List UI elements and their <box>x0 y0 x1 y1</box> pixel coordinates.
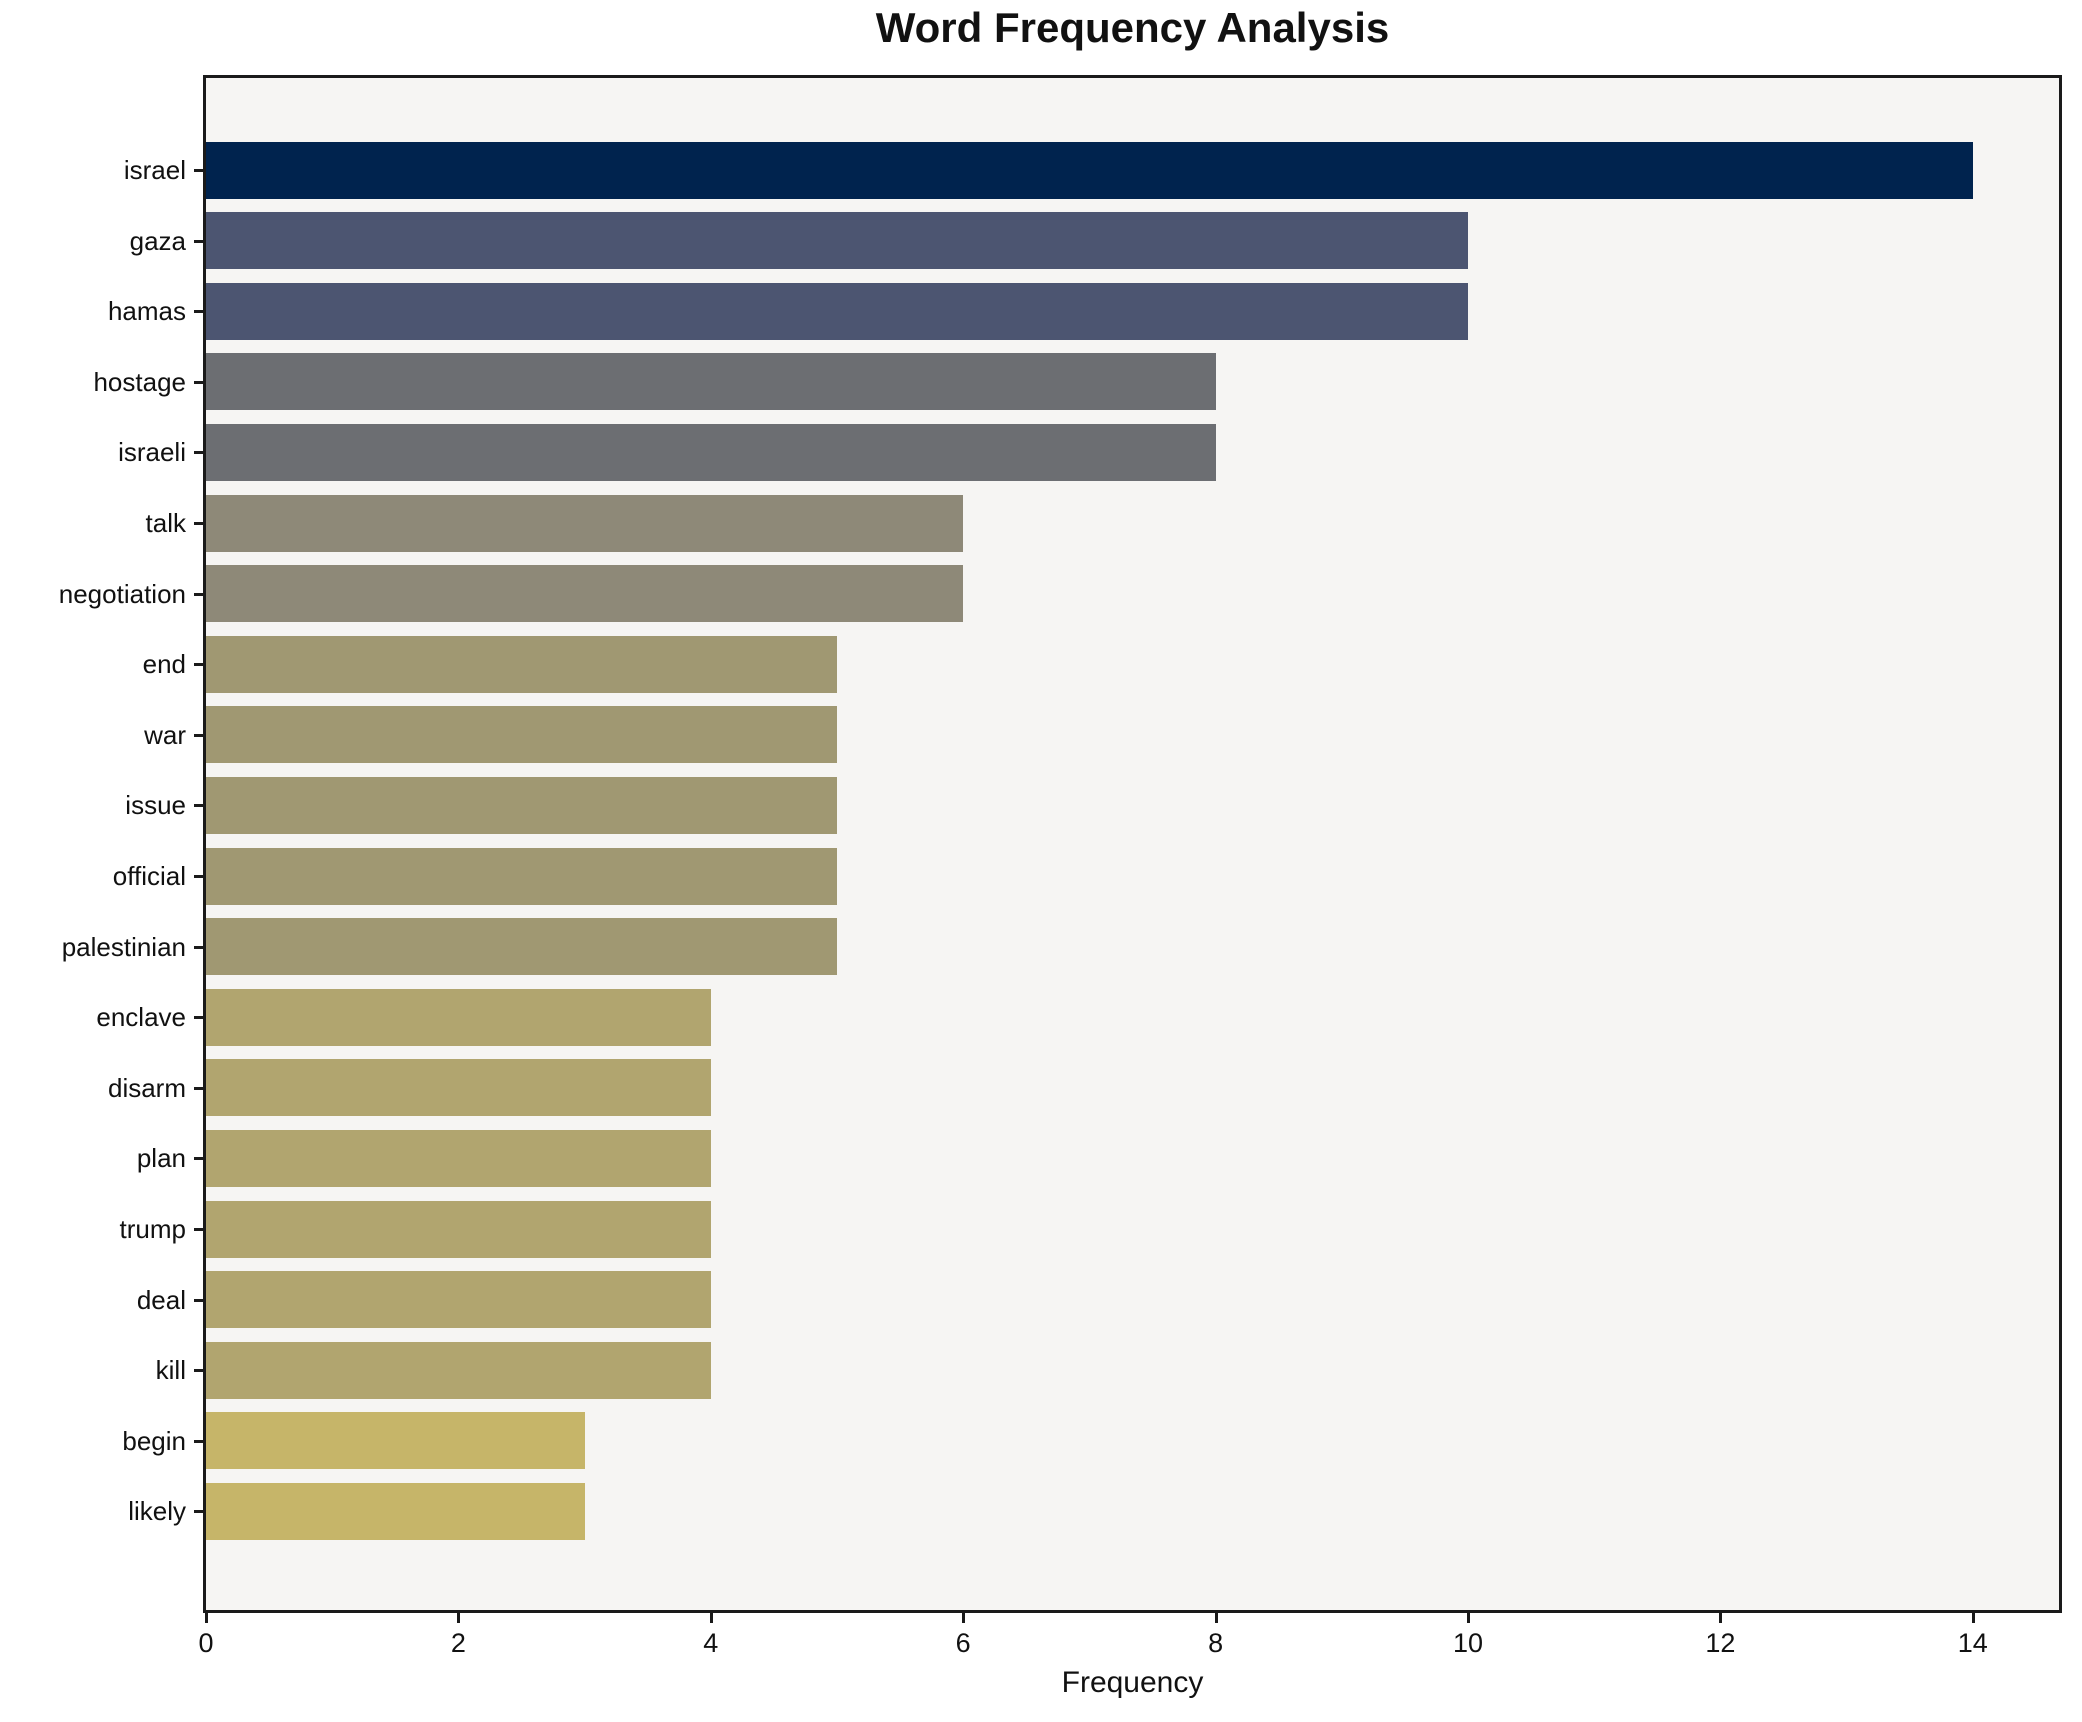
x-tick-mark <box>205 1613 208 1623</box>
y-tick-mark <box>194 733 203 737</box>
xtick-label-2: 2 <box>450 1628 466 1658</box>
ytick-label-issue: issue <box>125 790 186 821</box>
x-tick-mark <box>1214 1613 1218 1623</box>
ytick-label-hamas: hamas <box>107 296 186 327</box>
bar-israeli <box>206 423 1216 481</box>
x-tick-mark <box>1719 1613 1723 1623</box>
bar-plan <box>206 1129 711 1187</box>
xtick-label-10: 10 <box>1452 1628 1484 1658</box>
chart-title: Word Frequency Analysis <box>875 4 1390 51</box>
y-tick-mark <box>194 945 203 949</box>
y-tick-mark <box>194 451 203 455</box>
x-tick-mark <box>1467 1613 1470 1623</box>
x-tick-mark <box>962 1613 966 1623</box>
bar-trump <box>206 1200 711 1258</box>
y-tick-mark <box>194 592 203 596</box>
ytick-label-israel: israel <box>123 155 186 185</box>
ytick-label-official: official <box>112 861 186 891</box>
y-tick-mark <box>194 804 203 808</box>
ytick-label-plan: plan <box>136 1143 186 1174</box>
xtick-label-6: 6 <box>955 1628 971 1658</box>
y-tick-mark <box>194 1369 203 1373</box>
xtick-label-12: 12 <box>1705 1628 1736 1658</box>
xtick-label-14: 14 <box>1957 1628 1988 1658</box>
xtick-label-4: 4 <box>703 1628 719 1658</box>
bar-gaza <box>206 212 1468 270</box>
y-tick-mark <box>194 1298 203 1302</box>
xtick-label-0: 0 <box>198 1628 214 1658</box>
x-tick-mark <box>457 1613 461 1623</box>
bar-war <box>206 706 837 764</box>
y-tick-mark <box>194 663 203 667</box>
bar-hostage <box>206 353 1216 411</box>
ytick-label-end: end <box>142 649 186 680</box>
ytick-label-deal: deal <box>136 1284 186 1315</box>
bar-kill <box>206 1341 711 1399</box>
bar-hamas <box>206 282 1468 340</box>
y-tick-mark <box>194 1228 203 1231</box>
bar-disarm <box>206 1059 711 1117</box>
ytick-label-likely: likely <box>128 1496 186 1527</box>
ytick-label-begin: begin <box>122 1425 186 1456</box>
bar-deal <box>206 1271 711 1329</box>
ytick-label-kill: kill <box>155 1355 186 1386</box>
bar-end <box>206 635 837 693</box>
plot-inner <box>206 78 2059 1610</box>
y-tick-mark <box>194 875 203 878</box>
ytick-label-trump: trump <box>119 1214 186 1244</box>
y-tick-mark <box>194 310 203 314</box>
ytick-label-talk: talk <box>145 508 186 538</box>
x-tick-mark <box>709 1613 713 1623</box>
y-tick-mark <box>194 380 203 384</box>
ytick-label-enclave: enclave <box>96 1002 186 1033</box>
xtick-label-8: 8 <box>1208 1628 1224 1658</box>
ytick-label-disarm: disarm <box>107 1072 186 1103</box>
bar-likely <box>206 1482 585 1540</box>
y-tick-mark <box>194 1439 203 1443</box>
bar-issue <box>206 776 837 834</box>
ytick-label-negotiation: negotiation <box>58 578 186 609</box>
ytick-label-gaza: gaza <box>129 225 186 256</box>
bar-enclave <box>206 988 711 1046</box>
bar-begin <box>206 1412 585 1470</box>
y-tick-mark <box>194 239 203 243</box>
bar-israel <box>206 141 1973 199</box>
bar-official <box>206 847 837 905</box>
bar-talk <box>206 494 964 552</box>
y-tick-mark <box>194 1086 203 1090</box>
y-tick-mark <box>194 169 203 172</box>
x-axis-label: Frequency <box>1061 1666 1204 1699</box>
plot-area <box>203 75 2062 1613</box>
y-tick-mark <box>194 1157 203 1161</box>
y-tick-mark <box>194 1510 203 1514</box>
bar-palestinian <box>206 918 837 976</box>
ytick-label-israeli: israeli <box>118 437 186 468</box>
y-tick-mark <box>194 522 203 525</box>
y-tick-mark <box>194 1016 203 1020</box>
ytick-label-hostage: hostage <box>93 366 186 397</box>
ytick-label-palestinian: palestinian <box>61 931 186 962</box>
x-tick-mark <box>1971 1613 1975 1623</box>
ytick-label-war: war <box>144 719 186 750</box>
bar-negotiation <box>206 565 964 623</box>
